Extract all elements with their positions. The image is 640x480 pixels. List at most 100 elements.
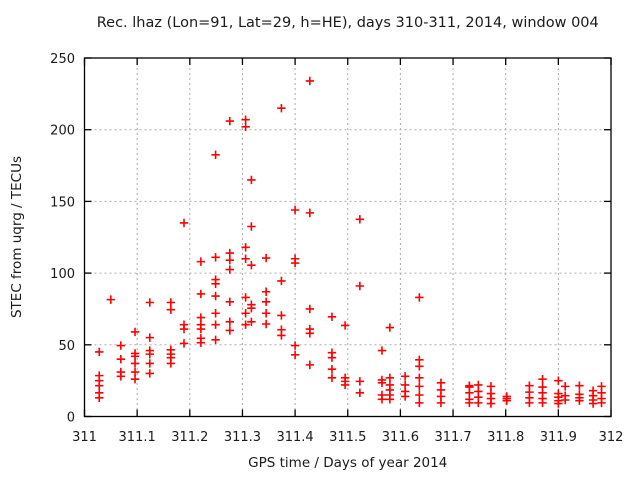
data-point <box>400 372 410 381</box>
data-point <box>327 373 337 382</box>
data-point <box>145 333 154 342</box>
data-point <box>305 360 315 370</box>
data-point <box>290 350 300 360</box>
data-point <box>385 373 395 382</box>
data-point <box>554 376 563 385</box>
data-point <box>116 341 126 350</box>
data-point <box>211 291 220 301</box>
data-point <box>327 364 337 374</box>
data-point <box>225 116 235 126</box>
data-point <box>166 298 176 307</box>
data-point <box>211 150 220 159</box>
data-point <box>377 346 387 355</box>
data-point <box>486 382 496 391</box>
data-point <box>465 398 474 408</box>
data-point <box>196 313 206 322</box>
data-point <box>486 399 496 408</box>
data-point <box>277 311 286 320</box>
data-point <box>377 378 387 388</box>
data-point <box>145 298 154 307</box>
y-tick-label: 250 <box>50 52 75 67</box>
data-point <box>261 253 271 263</box>
data-point <box>145 359 154 368</box>
data-point <box>355 281 365 291</box>
data-point <box>377 395 387 404</box>
data-point <box>261 309 271 318</box>
data-point <box>130 367 140 377</box>
data-point <box>277 331 286 340</box>
y-tick-label: 50 <box>58 339 75 354</box>
data-point <box>305 329 315 338</box>
data-point <box>166 359 176 368</box>
data-point <box>290 258 300 268</box>
data-point <box>225 255 235 265</box>
x-tick-label: 311.3 <box>224 430 261 445</box>
x-tick-label: 311.9 <box>540 430 577 445</box>
y-tick-label: 100 <box>50 267 75 282</box>
data-point <box>179 324 189 334</box>
data-point <box>211 279 220 289</box>
data-point <box>241 309 250 318</box>
data-point <box>327 353 337 362</box>
data-point <box>305 208 315 218</box>
data-point <box>474 398 483 408</box>
data-point <box>179 339 189 348</box>
y-tick-label: 0 <box>67 411 75 426</box>
data-point <box>225 265 235 274</box>
data-point <box>415 382 424 391</box>
data-point <box>261 297 271 306</box>
data-point <box>415 398 424 408</box>
x-tick-label: 311.8 <box>487 430 524 445</box>
data-point <box>116 354 126 364</box>
data-point <box>196 338 206 347</box>
data-point <box>247 304 256 313</box>
data-point <box>415 362 424 371</box>
data-point <box>415 373 424 382</box>
data-point <box>340 380 350 390</box>
y-axis-label: STEC from uqrg / TECUs <box>9 156 25 318</box>
x-tick-label: 311.4 <box>276 430 313 445</box>
data-point <box>597 398 606 408</box>
data-point <box>385 395 395 404</box>
data-point <box>575 381 584 390</box>
x-tick-label: 312 <box>599 430 624 445</box>
grid-lines <box>84 58 611 417</box>
data-point <box>290 205 300 215</box>
data-point <box>247 175 256 185</box>
x-tick-label: 311.5 <box>329 430 366 445</box>
data-point <box>211 320 220 329</box>
data-point <box>130 359 140 368</box>
data-point <box>305 304 315 314</box>
data-point <box>241 243 250 252</box>
data-point <box>196 257 206 266</box>
data-point <box>575 396 584 405</box>
chart-title: Rec. lhaz (Lon=91, Lat=29, h=HE), days 3… <box>97 15 599 31</box>
data-point <box>145 369 154 378</box>
data-point <box>241 122 250 132</box>
data-point <box>211 335 220 344</box>
data-point <box>225 297 235 306</box>
data-point <box>106 295 116 304</box>
data-point <box>130 375 140 384</box>
data-point <box>525 398 534 408</box>
x-tick-label: 311.2 <box>171 430 208 445</box>
data-point <box>415 293 424 302</box>
data-point <box>355 377 365 386</box>
data-point <box>211 253 220 262</box>
y-tick-label: 150 <box>50 195 75 210</box>
data-point <box>327 312 337 322</box>
data-point <box>196 324 206 334</box>
data-point <box>588 399 598 408</box>
data-point <box>116 372 126 381</box>
x-tick-label: 311.1 <box>119 430 156 445</box>
data-point <box>241 293 250 302</box>
data-point <box>95 381 104 390</box>
plot-border <box>83 57 612 418</box>
data-point <box>560 382 570 391</box>
data-point <box>400 392 410 401</box>
data-point <box>290 341 300 350</box>
data-point <box>95 347 104 357</box>
y-tick-label: 200 <box>50 124 75 139</box>
data-point <box>225 317 235 327</box>
